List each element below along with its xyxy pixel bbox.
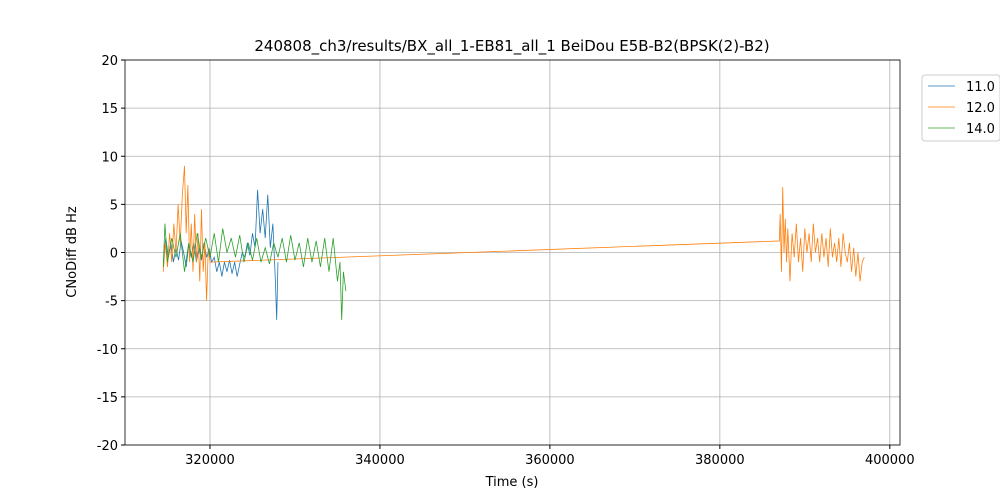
series-line bbox=[162, 223, 347, 320]
x-axis-label: Time (s) bbox=[485, 475, 539, 490]
legend: 11.0 12.0 14.0 bbox=[921, 74, 1000, 142]
y-tick-label: -15 bbox=[97, 391, 118, 406]
y-tick-label: 20 bbox=[101, 54, 118, 69]
x-tick-label: 400000 bbox=[865, 453, 915, 468]
series-line bbox=[162, 189, 279, 320]
y-tick-label: 10 bbox=[101, 150, 118, 165]
legend-label: 11.0 bbox=[966, 80, 995, 95]
y-tick-label: -20 bbox=[97, 439, 118, 454]
x-tick-label: 320000 bbox=[185, 453, 235, 468]
y-tick-label: -5 bbox=[105, 295, 118, 310]
legend-label: 14.0 bbox=[966, 122, 995, 137]
y-tick-label: 5 bbox=[110, 198, 118, 213]
y-axis-label: CNoDiff dB Hz bbox=[65, 206, 80, 298]
x-tick-label: 340000 bbox=[355, 453, 405, 468]
plot-frame bbox=[124, 59, 901, 446]
chart-title: 240808_ch3/results/BX_all_1-EB81_all_1 B… bbox=[254, 37, 769, 56]
x-tick-label: 360000 bbox=[525, 453, 575, 468]
y-tick-label: 0 bbox=[110, 247, 118, 262]
series-line bbox=[162, 165, 865, 301]
legend-box bbox=[921, 74, 1000, 142]
y-tick-label: 15 bbox=[101, 102, 118, 117]
x-tick-label: 380000 bbox=[695, 453, 745, 468]
legend-label: 12.0 bbox=[966, 101, 995, 116]
y-tick-label: -10 bbox=[97, 343, 118, 358]
